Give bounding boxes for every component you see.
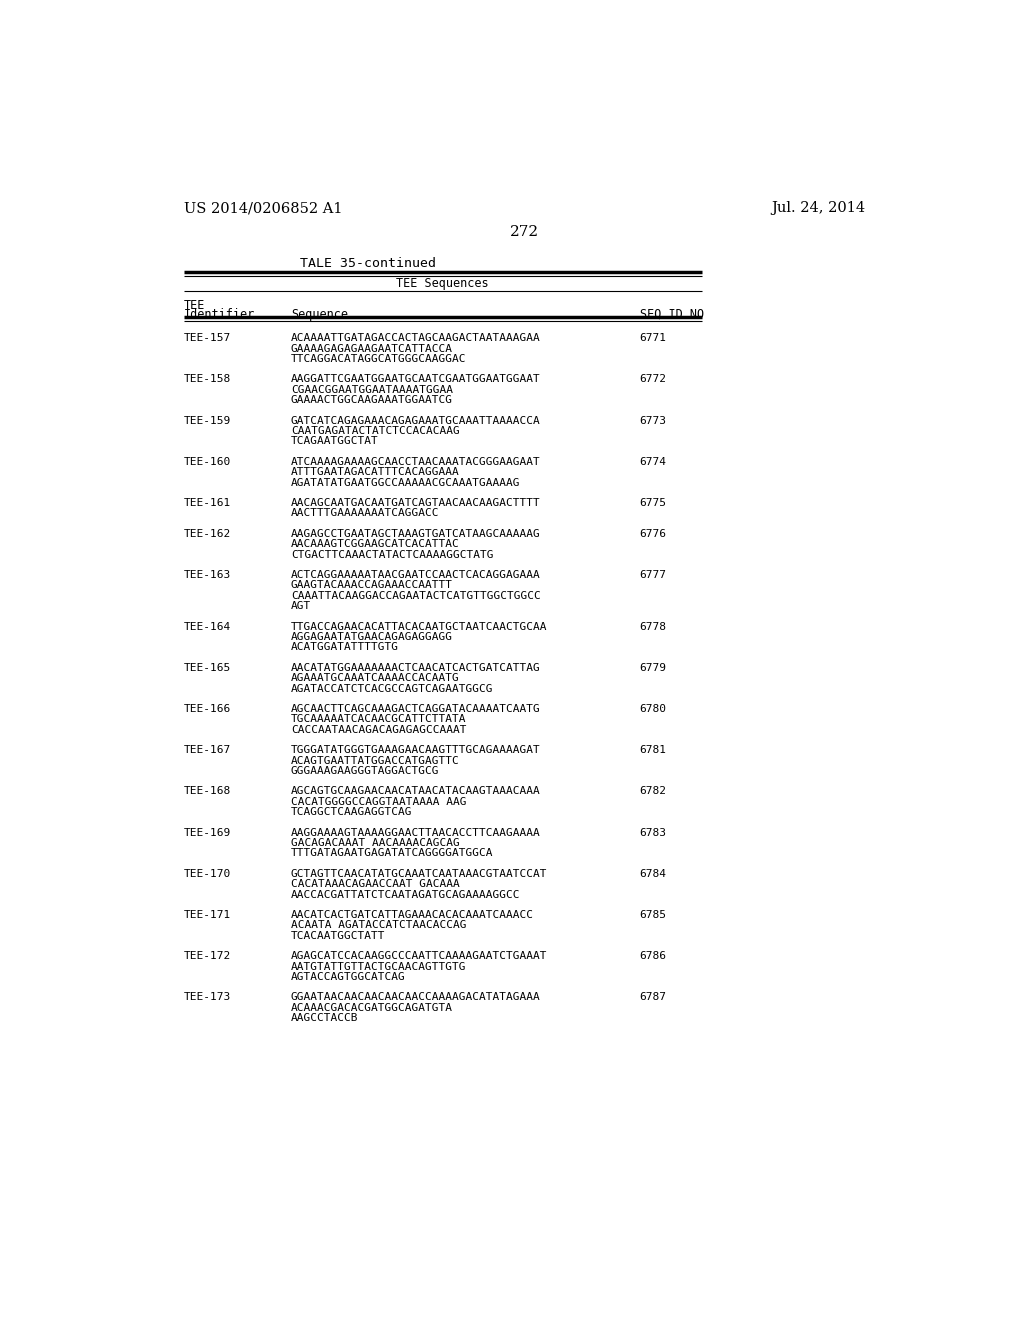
Text: 6771: 6771	[640, 333, 667, 343]
Text: TEE-169: TEE-169	[183, 828, 231, 837]
Text: AACAGCAATGACAATGATCAGTAACAACAAGACTTTT: AACAGCAATGACAATGATCAGTAACAACAAGACTTTT	[291, 498, 541, 508]
Text: AGGAGAATATGAACAGAGAGGAGG: AGGAGAATATGAACAGAGAGGAGG	[291, 632, 453, 642]
Text: 6787: 6787	[640, 993, 667, 1002]
Text: GAAAAGAGAGAAGAATCATTACCA: GAAAAGAGAGAAGAATCATTACCA	[291, 343, 453, 354]
Text: TEE-173: TEE-173	[183, 993, 231, 1002]
Text: TEE-168: TEE-168	[183, 787, 231, 796]
Text: CACATAAACAGAACCAAT GACAAA: CACATAAACAGAACCAAT GACAAA	[291, 879, 460, 890]
Text: TALE 35-continued: TALE 35-continued	[300, 257, 436, 271]
Text: TEE-157: TEE-157	[183, 333, 231, 343]
Text: AAGAGCCTGAATAGCTAAAGTGATCATAAGCAAAAAG: AAGAGCCTGAATAGCTAAAGTGATCATAAGCAAAAAG	[291, 529, 541, 539]
Text: AACCACGATTATCTCAATAGATGCAGAAAAGGCC: AACCACGATTATCTCAATAGATGCAGAAAAGGCC	[291, 890, 520, 899]
Text: TEE-164: TEE-164	[183, 622, 231, 631]
Text: AGAAATGCAAATCAAAACCACAATG: AGAAATGCAAATCAAAACCACAATG	[291, 673, 460, 684]
Text: TEE-170: TEE-170	[183, 869, 231, 879]
Text: TTGACCAGAACACATTACACAATGCTAATCAACTGCAA: TTGACCAGAACACATTACACAATGCTAATCAACTGCAA	[291, 622, 547, 631]
Text: 6781: 6781	[640, 744, 667, 755]
Text: TEE-162: TEE-162	[183, 529, 231, 539]
Text: TEE-160: TEE-160	[183, 457, 231, 467]
Text: TGGGATATGGGTGAAAGAACAAGTTTGCAGAAAAGAT: TGGGATATGGGTGAAAGAACAAGTTTGCAGAAAAGAT	[291, 744, 541, 755]
Text: CACATGGGGCCAGGTAATAAAA AAG: CACATGGGGCCAGGTAATAAAA AAG	[291, 797, 466, 807]
Text: 6786: 6786	[640, 952, 667, 961]
Text: ATCAAAAGAAAAGCAACCTAACAAATACGGGAAGAAT: ATCAAAAGAAAAGCAACCTAACAAATACGGGAAGAAT	[291, 457, 541, 467]
Text: 6777: 6777	[640, 570, 667, 579]
Text: Sequence: Sequence	[291, 308, 348, 321]
Text: ACAAAATTGATAGACCACTAGCAAGACTAATAAAGAA: ACAAAATTGATAGACCACTAGCAAGACTAATAAAGAA	[291, 333, 541, 343]
Text: 6772: 6772	[640, 375, 667, 384]
Text: AGCAGTGCAAGAACAACATAACATACAAGTAAACAAA: AGCAGTGCAAGAACAACATAACATACAAGTAAACAAA	[291, 787, 541, 796]
Text: CTGACTTCAAACTATACTCAAAAGGCTATG: CTGACTTCAAACTATACTCAAAAGGCTATG	[291, 549, 494, 560]
Text: 272: 272	[510, 224, 540, 239]
Text: ATTTGAATAGACATTTCACAGGAAA: ATTTGAATAGACATTTCACAGGAAA	[291, 467, 460, 477]
Text: ACAGTGAATTATGGACCATGAGTTC: ACAGTGAATTATGGACCATGAGTTC	[291, 755, 460, 766]
Text: AGCAACTTCAGCAAAGACTCAGGATACAAAATCAATG: AGCAACTTCAGCAAAGACTCAGGATACAAAATCAATG	[291, 704, 541, 714]
Text: GCTAGTTCAACATATGCAAATCAATAAACGTAATCCAT: GCTAGTTCAACATATGCAAATCAATAAACGTAATCCAT	[291, 869, 547, 879]
Text: GATCATCAGAGAAACAGAGAAATGCAAATTAAAACCA: GATCATCAGAGAAACAGAGAAATGCAAATTAAAACCA	[291, 416, 541, 425]
Text: TEE Sequences: TEE Sequences	[396, 277, 489, 289]
Text: ACTCAGGAAAAATAACGAATCCAACTCACAGGAGAAA: ACTCAGGAAAAATAACGAATCCAACTCACAGGAGAAA	[291, 570, 541, 579]
Text: 6773: 6773	[640, 416, 667, 425]
Text: US 2014/0206852 A1: US 2014/0206852 A1	[183, 202, 342, 215]
Text: AAGGATTCGAATGGAATGCAATCGAATGGAATGGAAT: AAGGATTCGAATGGAATGCAATCGAATGGAATGGAAT	[291, 375, 541, 384]
Text: 6779: 6779	[640, 663, 667, 673]
Text: AAGGAAAAGTAAAAGGAACTTAACACCTTCAAGAAAA: AAGGAAAAGTAAAAGGAACTTAACACCTTCAAGAAAA	[291, 828, 541, 837]
Text: TTTGATAGAATGAGATATCAGGGGATGGCA: TTTGATAGAATGAGATATCAGGGGATGGCA	[291, 849, 494, 858]
Text: AACATCACTGATCATTAGAAACACACAAATCAAACC: AACATCACTGATCATTAGAAACACACAAATCAAACC	[291, 909, 534, 920]
Text: Jul. 24, 2014: Jul. 24, 2014	[772, 202, 866, 215]
Text: CAATGAGATACTATCTCCACACAAG: CAATGAGATACTATCTCCACACAAG	[291, 426, 460, 436]
Text: TEE-163: TEE-163	[183, 570, 231, 579]
Text: ACATGGATATTTTGTG: ACATGGATATTTTGTG	[291, 643, 398, 652]
Text: 6783: 6783	[640, 828, 667, 837]
Text: TEE-167: TEE-167	[183, 744, 231, 755]
Text: AACTTTGAAAAAAATCAGGACC: AACTTTGAAAAAAATCAGGACC	[291, 508, 439, 519]
Text: AACATATGGAAAAAAACTCAACATCACTGATCATTAG: AACATATGGAAAAAAACTCAACATCACTGATCATTAG	[291, 663, 541, 673]
Text: TEE-166: TEE-166	[183, 704, 231, 714]
Text: 6774: 6774	[640, 457, 667, 467]
Text: 6778: 6778	[640, 622, 667, 631]
Text: 6785: 6785	[640, 909, 667, 920]
Text: TEE: TEE	[183, 298, 205, 312]
Text: TEE-172: TEE-172	[183, 952, 231, 961]
Text: GAAGTACAAACCAGAAACCAATTT: GAAGTACAAACCAGAAACCAATTT	[291, 581, 453, 590]
Text: AATGTATTGTTACTGCAACAGTTGTG: AATGTATTGTTACTGCAACAGTTGTG	[291, 961, 466, 972]
Text: AACAAAGTCGGAAGCATCACATTAC: AACAAAGTCGGAAGCATCACATTAC	[291, 539, 460, 549]
Text: TEE-159: TEE-159	[183, 416, 231, 425]
Text: TCACAATGGCTATT: TCACAATGGCTATT	[291, 931, 385, 941]
Text: 6782: 6782	[640, 787, 667, 796]
Text: TCAGAATGGCTAT: TCAGAATGGCTAT	[291, 437, 379, 446]
Text: CAAATTACAAGGACCAGAATACTCATGTTGGCTGGCC: CAAATTACAAGGACCAGAATACTCATGTTGGCTGGCC	[291, 591, 541, 601]
Text: TEE-165: TEE-165	[183, 663, 231, 673]
Text: CACCAATAACAGACAGAGAGCCAAAT: CACCAATAACAGACAGAGAGCCAAAT	[291, 725, 466, 735]
Text: ACAATA AGATACCATCTAACACCAG: ACAATA AGATACCATCTAACACCAG	[291, 920, 466, 931]
Text: GGAATAACAACAACAACAACCAAAAGACATATAGAAA: GGAATAACAACAACAACAACCAAAAGACATATAGAAA	[291, 993, 541, 1002]
Text: TCAGGCTCAAGAGGTCAG: TCAGGCTCAAGAGGTCAG	[291, 807, 413, 817]
Text: 6784: 6784	[640, 869, 667, 879]
Text: TTCAGGACATAGGCATGGGCAAGGAC: TTCAGGACATAGGCATGGGCAAGGAC	[291, 354, 466, 364]
Text: GACAGACAAAT AACAAAACAGCAG: GACAGACAAAT AACAAAACAGCAG	[291, 838, 460, 847]
Text: 6776: 6776	[640, 529, 667, 539]
Text: GAAAACTGGCAAGAAATGGAATCG: GAAAACTGGCAAGAAATGGAATCG	[291, 395, 453, 405]
Text: GGGAAAGAAGGGTAGGACTGCG: GGGAAAGAAGGGTAGGACTGCG	[291, 766, 439, 776]
Text: Identifier: Identifier	[183, 308, 255, 321]
Text: 6780: 6780	[640, 704, 667, 714]
Text: TEE-161: TEE-161	[183, 498, 231, 508]
Text: AGT: AGT	[291, 601, 311, 611]
Text: AAGCCTACCB: AAGCCTACCB	[291, 1014, 358, 1023]
Text: AGATACCATCTCACGCCAGTCAGAATGGCG: AGATACCATCTCACGCCAGTCAGAATGGCG	[291, 684, 494, 693]
Text: AGATATATGAATGGCCAAAAACGCAAATGAAAAG: AGATATATGAATGGCCAAAAACGCAAATGAAAAG	[291, 478, 520, 487]
Text: TEE-171: TEE-171	[183, 909, 231, 920]
Text: TGCAAAAATCACAACGCATTCTTATA: TGCAAAAATCACAACGCATTCTTATA	[291, 714, 466, 725]
Text: AGAGCATCCACAAGGCCCAATTCAAAAGAATCTGAAAT: AGAGCATCCACAAGGCCCAATTCAAAAGAATCTGAAAT	[291, 952, 547, 961]
Text: AGTACCAGTGGCATCAG: AGTACCAGTGGCATCAG	[291, 972, 406, 982]
Text: SEQ ID NO: SEQ ID NO	[640, 308, 703, 321]
Text: ACAAACGACACGATGGCAGATGTA: ACAAACGACACGATGGCAGATGTA	[291, 1003, 453, 1012]
Text: CGAACGGAATGGAATAAAATGGAA: CGAACGGAATGGAATAAAATGGAA	[291, 385, 453, 395]
Text: TEE-158: TEE-158	[183, 375, 231, 384]
Text: 6775: 6775	[640, 498, 667, 508]
